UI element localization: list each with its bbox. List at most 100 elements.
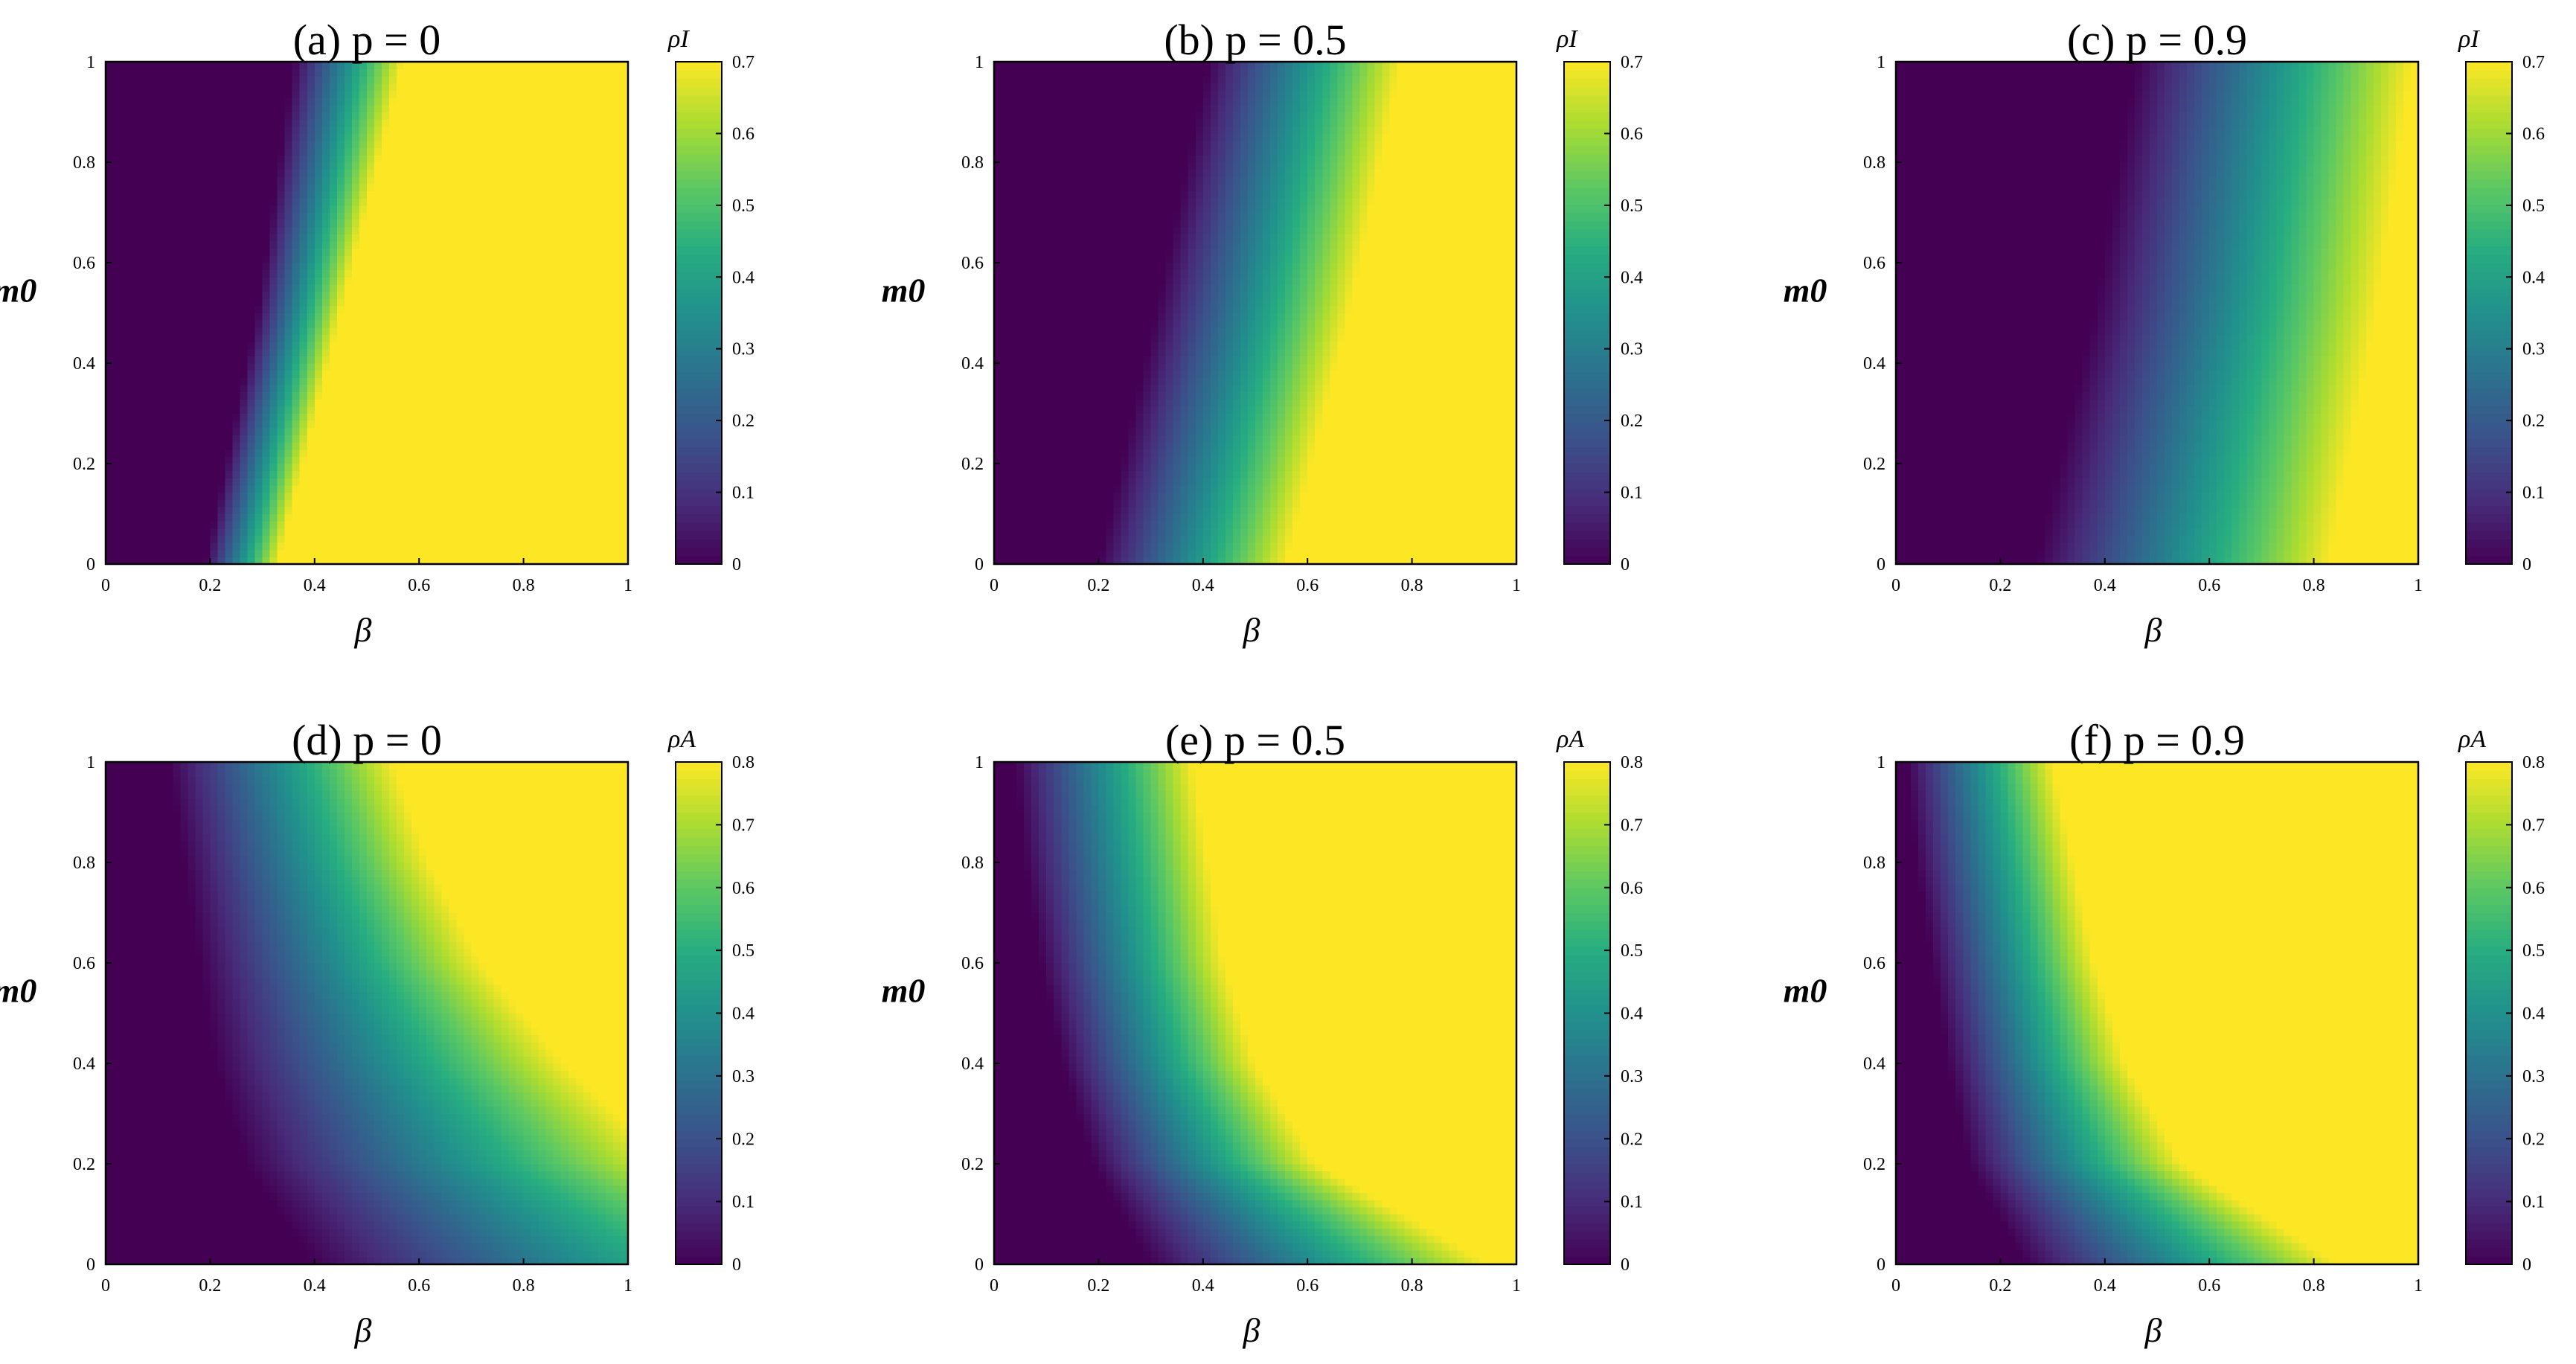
- heatmap-cell: [367, 478, 375, 485]
- heatmap-cell: [554, 176, 562, 184]
- heatmap-cell: [240, 270, 249, 278]
- heatmap-cell: [210, 249, 218, 256]
- heatmap-cell: [464, 313, 472, 321]
- heatmap-cell: [300, 363, 308, 371]
- heatmap-cell: [128, 176, 136, 184]
- heatmap-cell: [128, 542, 136, 550]
- heatmap-cell: [531, 234, 539, 241]
- heatmap-cell: [389, 478, 397, 485]
- heatmap-cell: [389, 249, 397, 256]
- heatmap-cell: [464, 334, 472, 342]
- heatmap-cell: [441, 485, 449, 493]
- heatmap-cell: [554, 349, 562, 356]
- heatmap-cell: [345, 442, 353, 449]
- heatmap-cell: [419, 377, 427, 385]
- heatmap-cell: [546, 205, 554, 213]
- heatmap-cell: [583, 356, 592, 363]
- heatmap-cell: [188, 334, 196, 342]
- heatmap-cell: [158, 170, 166, 177]
- heatmap-cell: [352, 292, 360, 299]
- heatmap-cell: [531, 170, 539, 177]
- heatmap-cell: [121, 162, 129, 170]
- heatmap-cell: [502, 363, 510, 371]
- heatmap-cell: [382, 535, 390, 542]
- heatmap-cell: [516, 270, 525, 278]
- heatmap-cell: [561, 313, 569, 321]
- heatmap-cell: [464, 198, 472, 205]
- heatmap-cell: [389, 270, 397, 278]
- heatmap-cell: [352, 155, 360, 162]
- heatmap-cell: [128, 255, 136, 263]
- heatmap-cell: [397, 249, 405, 256]
- heatmap-cell: [337, 435, 345, 442]
- heatmap-cell: [322, 392, 330, 400]
- heatmap-cell: [583, 420, 592, 428]
- heatmap-cell: [180, 514, 188, 522]
- heatmap-cell: [113, 255, 121, 263]
- heatmap-cell: [598, 306, 606, 313]
- heatmap-cell: [561, 306, 569, 313]
- heatmap-cell: [374, 456, 382, 464]
- heatmap-cell: [106, 420, 114, 428]
- heatmap-cell: [486, 306, 494, 313]
- heatmap-cell: [516, 392, 525, 400]
- heatmap-cell: [158, 493, 166, 500]
- heatmap-cell: [278, 478, 286, 485]
- heatmap-cell: [240, 313, 249, 321]
- heatmap-cell: [315, 371, 323, 378]
- heatmap-cell: [389, 284, 397, 292]
- heatmap-cell: [486, 270, 494, 278]
- heatmap-cell: [374, 327, 382, 335]
- heatmap-cell: [397, 162, 405, 170]
- heatmap-cell: [255, 471, 263, 478]
- heatmap-cell: [367, 249, 375, 256]
- heatmap-cell: [232, 249, 240, 256]
- heatmap-cell: [493, 263, 502, 270]
- heatmap-cell: [524, 514, 532, 522]
- heatmap-cell: [411, 270, 420, 278]
- heatmap-cell: [374, 284, 382, 292]
- heatmap-cell: [524, 485, 532, 493]
- heatmap-cell: [210, 377, 218, 385]
- heatmap-cell: [232, 349, 240, 356]
- heatmap-cell: [195, 284, 203, 292]
- heatmap-cell: [143, 313, 151, 321]
- heatmap-cell: [225, 371, 233, 378]
- heatmap-cell: [135, 320, 144, 327]
- heatmap-cell: [300, 377, 308, 385]
- heatmap-cell: [493, 249, 502, 256]
- heatmap-cell: [121, 349, 129, 356]
- heatmap-cell: [434, 205, 442, 213]
- heatmap-cell: [217, 478, 225, 485]
- heatmap-cell: [210, 284, 218, 292]
- heatmap-cell: [456, 270, 464, 278]
- heatmap-cell: [389, 528, 397, 536]
- heatmap-cell: [502, 198, 510, 205]
- heatmap-cell: [248, 284, 256, 292]
- heatmap-cell: [583, 334, 592, 342]
- heatmap-cell: [315, 550, 323, 557]
- heatmap-cell: [583, 414, 592, 421]
- heatmap-cell: [210, 213, 218, 220]
- heatmap-cell: [165, 392, 173, 400]
- heatmap-cell: [493, 385, 502, 392]
- heatmap-cell: [285, 356, 293, 363]
- heatmap-cell: [591, 270, 599, 278]
- heatmap-cell: [210, 148, 218, 156]
- heatmap-cell: [270, 198, 278, 205]
- heatmap-cell: [173, 507, 181, 514]
- heatmap-cell: [225, 292, 233, 299]
- heatmap-cell: [389, 485, 397, 493]
- heatmap-cell: [143, 485, 151, 493]
- heatmap-cell: [441, 371, 449, 378]
- heatmap-cell: [255, 356, 263, 363]
- heatmap-cell: [486, 227, 494, 234]
- heatmap-cell: [315, 456, 323, 464]
- heatmap-cell: [225, 507, 233, 514]
- heatmap-cell: [546, 277, 554, 284]
- heatmap-cell: [419, 162, 427, 170]
- heatmap-cell: [113, 170, 121, 177]
- heatmap-cell: [539, 184, 547, 191]
- heatmap-cell: [404, 155, 412, 162]
- heatmap-cell: [591, 528, 599, 536]
